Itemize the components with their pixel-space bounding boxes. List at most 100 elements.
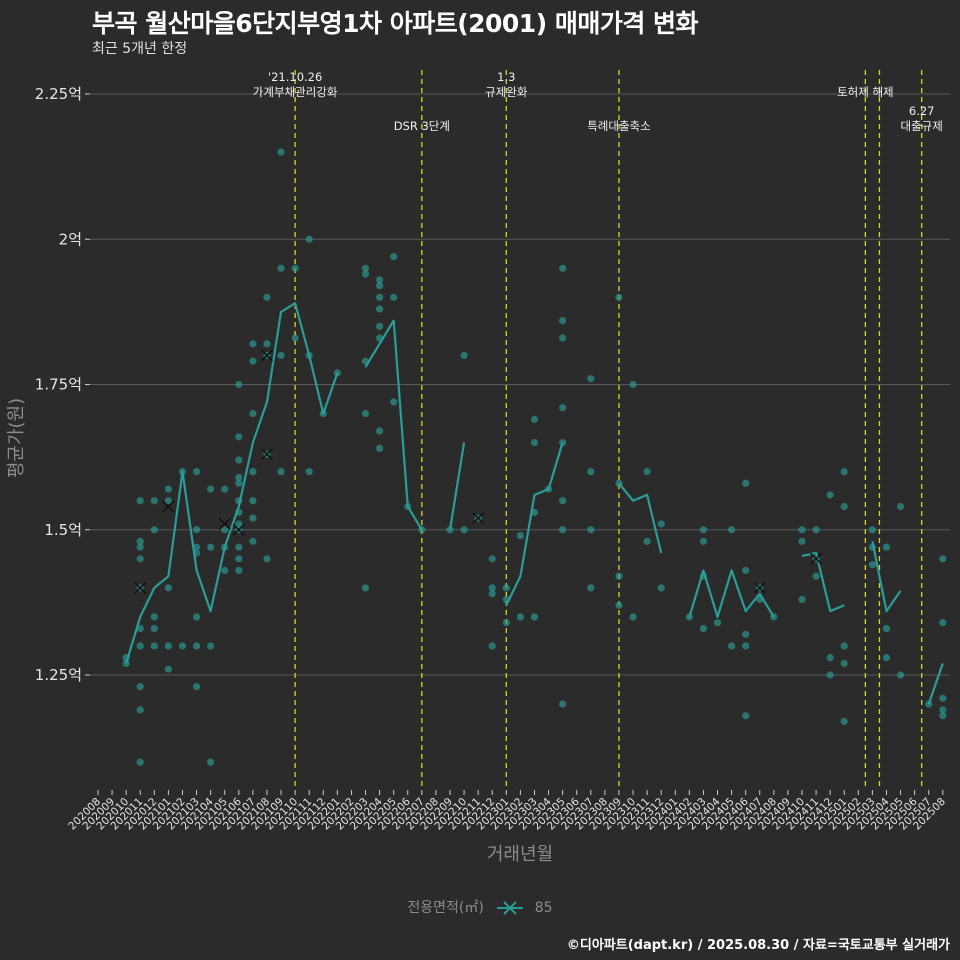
data-point: [559, 316, 567, 325]
scatter-points: [122, 148, 947, 766]
data-point: [235, 566, 243, 575]
cross-mark: [162, 500, 175, 513]
data-point: [136, 706, 144, 714]
data-point: [559, 404, 567, 412]
data-point: [530, 439, 539, 447]
data-point: [249, 514, 257, 522]
series-line: [125, 302, 339, 664]
event-label: 토허제 해제: [837, 85, 894, 99]
legend-title: 전용면적(㎡): [407, 900, 484, 916]
data-point: [502, 619, 510, 627]
data-point: [178, 642, 187, 650]
data-point: [249, 409, 257, 418]
data-point: [460, 351, 468, 360]
data-point: [657, 584, 665, 592]
data-point: [742, 642, 750, 650]
chart-title: 부곡 월산마을6단지부영1차 아파트(2001) 매매가격 변화: [92, 9, 699, 38]
series-line: [927, 663, 944, 705]
data-point: [136, 683, 144, 691]
event-label: 대출규제: [901, 119, 943, 133]
data-point: [699, 624, 708, 633]
series-line: [618, 482, 663, 554]
data-point: [587, 375, 595, 383]
data-point: [263, 293, 271, 301]
data-point: [235, 555, 243, 563]
data-point: [235, 433, 243, 441]
data-point: [840, 717, 848, 726]
legend: 전용면적(㎡) 85: [0, 897, 960, 917]
data-point: [587, 468, 595, 476]
data-point: [235, 380, 243, 389]
data-point: [136, 555, 144, 563]
data-point: [488, 590, 496, 598]
series-line: [801, 551, 845, 613]
data-point: [164, 485, 172, 493]
data-point: [207, 485, 215, 493]
data-point: [277, 351, 285, 360]
data-point: [559, 700, 567, 708]
data-point: [896, 502, 905, 511]
data-point: [390, 253, 398, 261]
cross-mark: [218, 517, 231, 530]
data-point: [882, 624, 891, 633]
data-point: [657, 520, 665, 528]
event-label: 1.3: [497, 70, 515, 84]
data-point: [615, 293, 623, 301]
data-point: [882, 543, 891, 551]
data-point: [840, 642, 848, 650]
legend-entry-85: 85: [534, 900, 553, 916]
data-point: [882, 653, 891, 662]
cross-mark: [232, 523, 245, 536]
data-point: [728, 642, 736, 650]
data-point: [249, 468, 257, 476]
data-point: [136, 497, 144, 505]
data-point: [559, 264, 567, 272]
data-point: [390, 398, 398, 406]
source-caption: ©디아파트(dapt.kr) / 2025.08.30 / 자료=국토교통부 실…: [566, 938, 950, 953]
data-point: [376, 305, 384, 313]
data-point: [305, 468, 313, 476]
data-point: [826, 491, 834, 499]
series-line: [364, 319, 423, 531]
event-label: '21.10.26: [268, 70, 322, 84]
data-point: [150, 613, 158, 621]
event-label: 가계부채관리강화: [253, 85, 338, 99]
data-point: [263, 340, 271, 348]
y-tick-label: 1.5억: [44, 521, 82, 539]
data-point: [530, 415, 539, 423]
data-point: [136, 537, 144, 545]
data-point: [249, 340, 257, 348]
gridlines: [90, 93, 950, 676]
data-point: [728, 526, 736, 534]
data-point: [150, 526, 158, 534]
event-label: 6.27: [909, 104, 935, 118]
data-point: [136, 758, 144, 766]
data-point: [488, 555, 496, 563]
series-line: [688, 569, 775, 618]
data-point: [939, 706, 947, 714]
data-point: [361, 584, 370, 592]
data-point: [192, 613, 201, 621]
data-point: [277, 148, 285, 156]
data-point: [559, 439, 567, 447]
data-point: [136, 642, 144, 650]
data-point: [939, 555, 947, 563]
data-point: [939, 694, 947, 702]
data-point: [164, 497, 172, 505]
y-tick-label: 2.25억: [35, 85, 82, 103]
data-point: [559, 497, 567, 505]
event-label: 규제완화: [485, 85, 528, 99]
data-point: [643, 468, 651, 476]
legend-key-icon: [497, 901, 524, 915]
data-point: [249, 537, 257, 545]
data-point: [164, 642, 172, 650]
data-point: [221, 566, 229, 575]
y-tick-label: 2억: [59, 230, 82, 248]
data-point: [939, 619, 947, 627]
data-point: [207, 642, 215, 650]
data-point: [629, 380, 637, 389]
y-axis-label: 평균가(원): [6, 398, 27, 478]
data-point: [207, 758, 215, 766]
data-point: [235, 473, 243, 482]
